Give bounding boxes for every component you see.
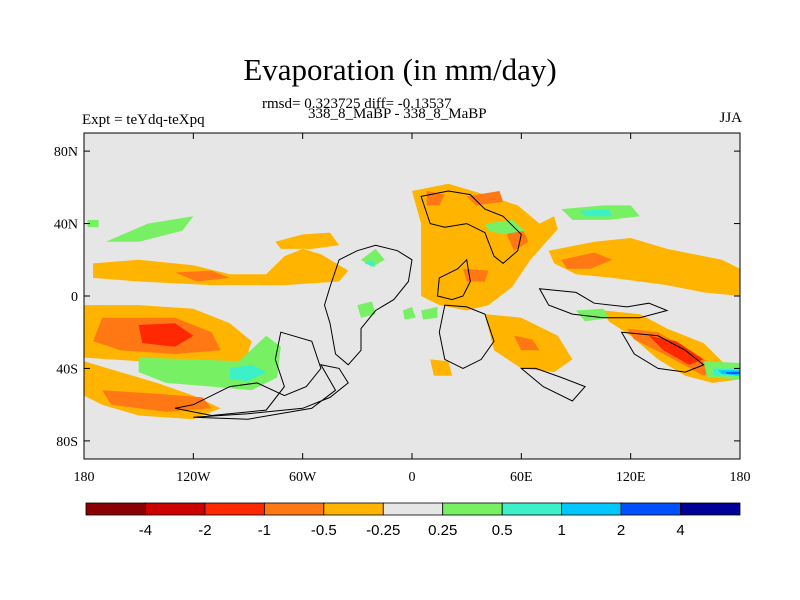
colorbar-swatch (263, 502, 325, 516)
coastline (620, 331, 705, 373)
colorbar-swatch (204, 502, 265, 516)
coastline (538, 288, 669, 319)
anomaly-region-neg-0-25 (275, 232, 340, 249)
y-tick-label: 80S (56, 435, 78, 450)
colorbar-swatch (501, 502, 563, 516)
experiment-label: Expt = teYdq-teXpq (82, 112, 205, 128)
colorbar-label: 0.25 (428, 522, 457, 539)
chart-title: Evaporation (in mm/day) (243, 52, 557, 87)
y-tick-label: 0 (71, 290, 78, 305)
experiment-subtitle: 338_8_MaBP - 338_8_MaBP (308, 106, 487, 122)
coastline (420, 190, 522, 265)
colorbar-swatch (442, 502, 503, 516)
anomaly-region-pos-0-25 (105, 216, 194, 242)
anomaly-region-neg-0-5 (175, 270, 230, 282)
anomaly-region-neg-0-25 (430, 359, 453, 376)
colorbar-label: -1 (258, 522, 271, 539)
colorbar-label: -4 (139, 522, 152, 539)
y-tick-label: 40S (56, 362, 78, 377)
colorbar-label: 4 (676, 522, 684, 539)
anomaly-region-pos-0-25 (421, 306, 438, 320)
anomaly-region-neg-0-25 (548, 238, 740, 296)
anomaly-region-neg-0-25 (93, 248, 349, 286)
colorbar-label: 0.5 (492, 522, 513, 539)
anomaly-region-pos-0-5 (229, 364, 267, 382)
x-tick-label: 120W (176, 470, 211, 485)
x-tick-label: 0 (409, 470, 416, 485)
anomaly-region-pos-0-5 (579, 209, 613, 217)
x-tick-label: 60E (510, 470, 533, 485)
x-tick-label: 180 (730, 470, 751, 485)
colorbar-label: 2 (617, 522, 625, 539)
coastline (175, 331, 322, 417)
y-tick-label: 80N (54, 145, 78, 160)
anomaly-region-pos-0-25 (357, 301, 376, 318)
coastline (519, 367, 586, 402)
anomaly-region-neg-0-5 (514, 335, 540, 351)
colorbar-swatch (85, 502, 146, 516)
anomaly-region-neg-0-5 (506, 227, 529, 251)
anomaly-region-pos-2 (725, 372, 740, 374)
colorbar-swatch (680, 502, 741, 516)
anomaly-region-neg-0-5 (561, 252, 613, 269)
anomaly-region-pos-0-25 (576, 308, 609, 322)
colorbar-label: -0.25 (366, 522, 400, 539)
x-tick-label: 60W (289, 470, 317, 485)
colorbar-swatch (561, 502, 622, 516)
anomaly-region-pos-0-25 (87, 219, 99, 228)
coastline (436, 258, 471, 301)
colorbar-label: -2 (198, 522, 211, 539)
colorbar-label: -0.5 (311, 522, 337, 539)
anomaly-region-neg-0-5 (466, 191, 504, 206)
colorbar-swatch (620, 502, 681, 516)
anomaly-region-neg-0-5 (463, 268, 489, 282)
anomaly-region-neg-1 (138, 323, 194, 347)
season-label: JJA (719, 110, 742, 126)
y-tick-label: 40N (54, 218, 78, 233)
anomaly-region-neg-1 (648, 335, 704, 365)
colorbar-swatch (323, 502, 384, 516)
colorbar-swatch (145, 502, 206, 516)
anomaly-region-neg-0-25 (412, 183, 558, 311)
colorbar-label: 1 (557, 522, 565, 539)
colorbar-swatch (382, 502, 444, 516)
x-tick-label: 120E (616, 470, 646, 485)
stats-label: rmsd= 0.323725 diff= -0.13537 (262, 96, 452, 112)
anomaly-region-pos-0-25 (484, 219, 525, 235)
coastline (323, 244, 413, 366)
coastline (438, 304, 495, 369)
anomaly-region-pos-0-5 (364, 259, 376, 267)
anomaly-region-pos-0-25 (402, 306, 416, 320)
coastline (193, 364, 349, 420)
x-tick-label: 180 (74, 470, 95, 485)
